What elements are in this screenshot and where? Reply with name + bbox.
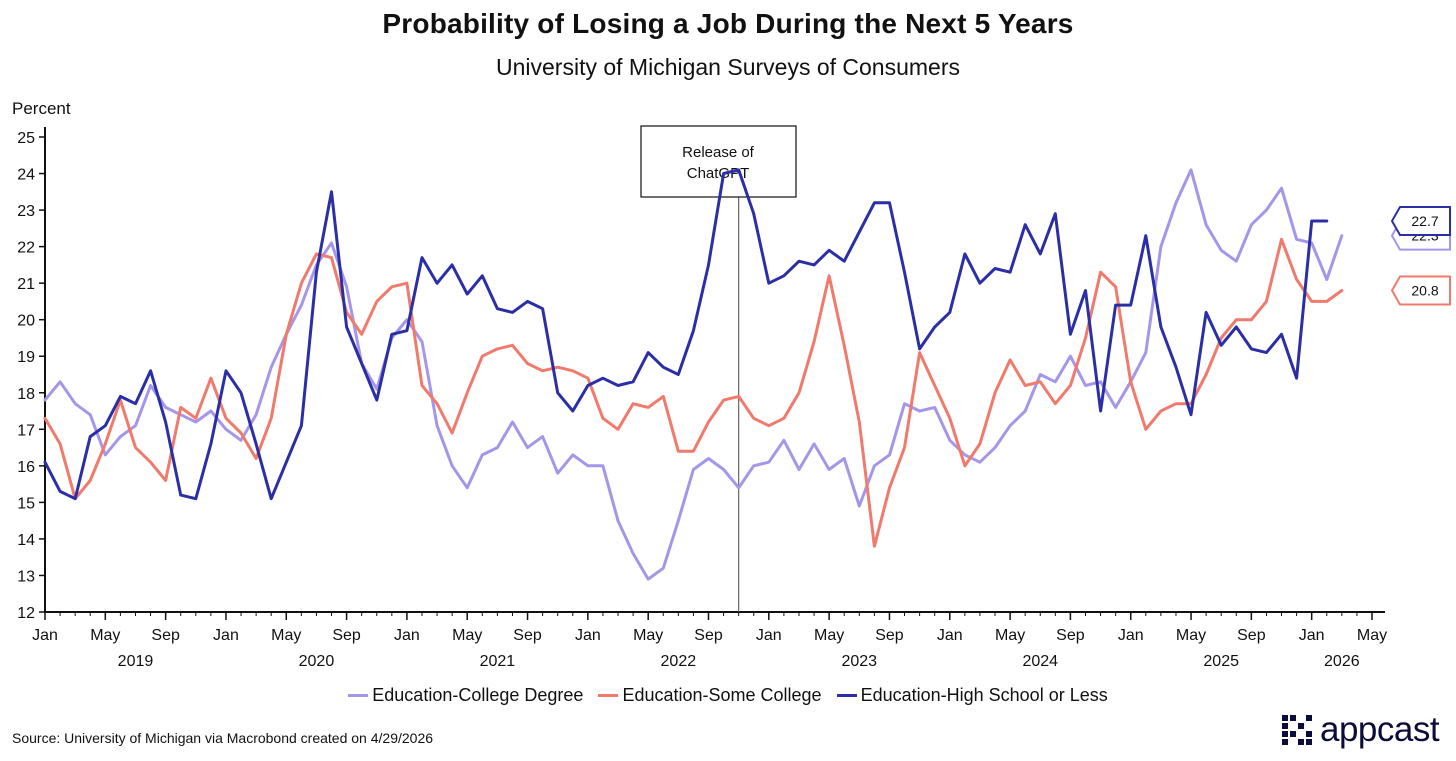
legend-swatch-high-school (836, 693, 857, 697)
x-year-label: 2021 (480, 653, 516, 670)
y-tick-label: 12 (17, 605, 35, 622)
x-tick-label: May (1176, 627, 1206, 644)
x-tick-label: May (452, 627, 482, 644)
y-tick-label: 18 (17, 386, 35, 403)
x-year-label: 2026 (1324, 653, 1360, 670)
legend-label-high-school: Education-High School or Less (860, 685, 1108, 705)
x-tick-label: Jan (394, 627, 420, 644)
series-line-college-degree (43, 168, 1344, 581)
series-line-some-college (43, 237, 1344, 548)
y-tick-label: 19 (17, 349, 35, 366)
x-tick-label: Sep (332, 627, 361, 644)
annotation-text-line1: Release of (682, 144, 755, 161)
x-tick-label: May (995, 627, 1025, 644)
end-tag-high-school (1390, 206, 1451, 237)
y-tick-label: 17 (17, 422, 35, 439)
end-label-high-school: 22.7 (1411, 213, 1438, 229)
x-tick-label: Jan (213, 627, 239, 644)
annotation-box (640, 125, 797, 198)
y-tick-label: 13 (17, 568, 35, 585)
chart-title: Probability of Losing a Job During the N… (382, 8, 1074, 39)
brand-name: appcast (1320, 710, 1440, 749)
y-axis-label: Percent (12, 99, 71, 118)
legend-item-some-college[interactable]: Education-Some College (598, 685, 822, 706)
legend-swatch-some-college (598, 693, 619, 697)
legend-item-college-degree[interactable]: Education-College Degree (348, 685, 583, 706)
x-tick-label: May (271, 627, 301, 644)
x-tick-label: Jan (937, 627, 963, 644)
appcast-logo: appcast (1282, 710, 1440, 750)
x-year-label: 2024 (1022, 653, 1058, 670)
legend-swatch-college-degree (348, 693, 369, 697)
y-tick-label: 20 (17, 313, 35, 330)
x-tick-label: May (1357, 627, 1387, 644)
end-tag-some-college (1390, 275, 1451, 306)
y-tick-label: 16 (17, 459, 35, 476)
end-label-some-college: 20.8 (1411, 282, 1438, 298)
appcast-dots-icon (1282, 715, 1312, 745)
annotation-text-line2: ChatGPT (687, 165, 750, 182)
series-line-high-school (43, 168, 1329, 501)
x-tick-label: Sep (1056, 627, 1085, 644)
x-tick-label: May (90, 627, 120, 644)
y-tick-label: 22 (17, 240, 35, 257)
x-tick-label: Sep (513, 627, 542, 644)
x-year-label: 2019 (118, 653, 154, 670)
source-note: Source: University of Michigan via Macro… (12, 730, 434, 746)
legend-label-college-degree: Education-College Degree (372, 685, 584, 705)
legend-item-high-school[interactable]: Education-High School or Less (836, 685, 1108, 706)
x-tick-label: Jan (756, 627, 782, 644)
x-tick-label: Sep (694, 627, 723, 644)
y-tick-label: 14 (17, 532, 35, 549)
chart-subtitle: University of Michigan Surveys of Consum… (496, 54, 960, 80)
x-year-label: 2025 (1203, 653, 1239, 670)
x-tick-label: May (814, 627, 844, 644)
y-tick-label: 15 (17, 495, 35, 512)
x-tick-label: Jan (1299, 627, 1325, 644)
y-tick-label: 25 (17, 130, 35, 147)
x-year-label: 2023 (841, 653, 877, 670)
x-year-label: 2022 (661, 653, 697, 670)
x-tick-label: Sep (875, 627, 904, 644)
x-tick-label: Sep (1237, 627, 1266, 644)
y-tick-label: 24 (17, 167, 35, 184)
x-tick-label: May (633, 627, 663, 644)
x-tick-label: Jan (575, 627, 601, 644)
legend-label-some-college: Education-Some College (622, 685, 822, 705)
legend: Education-College Degree Education-Some … (0, 685, 1456, 706)
x-tick-label: Jan (32, 627, 58, 644)
y-tick-label: 21 (17, 276, 35, 293)
x-year-label: 2020 (299, 653, 335, 670)
y-tick-label: 23 (17, 203, 35, 220)
x-tick-label: Jan (1118, 627, 1144, 644)
x-tick-label: Sep (151, 627, 180, 644)
